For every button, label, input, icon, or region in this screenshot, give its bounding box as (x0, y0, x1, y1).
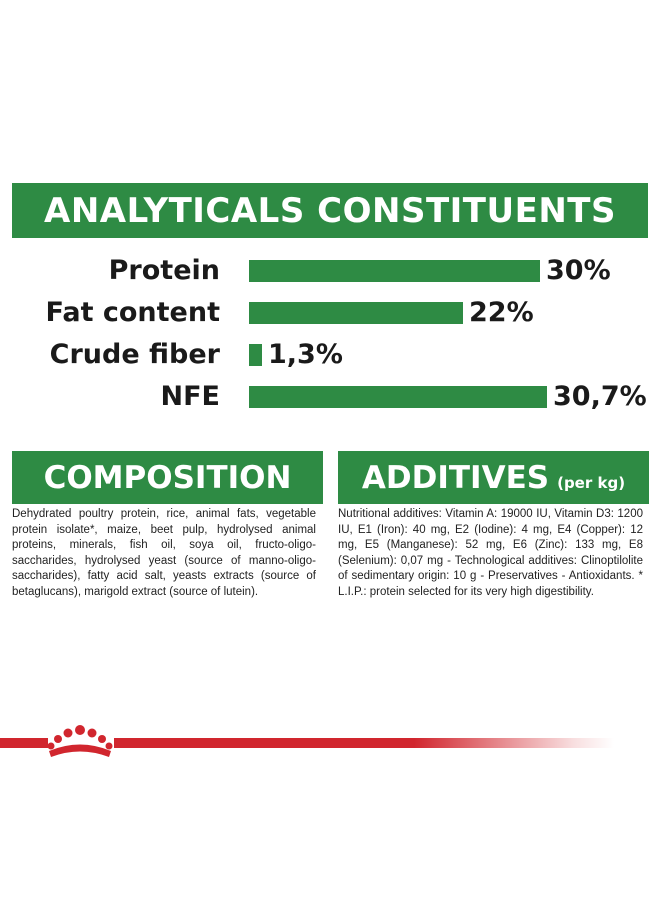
analytical-title: ANALYTICALS CONSTITUENTS (44, 190, 616, 231)
additives-title: ADDITIVES (361, 459, 550, 496)
composition-title-banner: COMPOSITION (12, 451, 323, 504)
value-label: 30,7% (553, 381, 647, 412)
value-label: 22% (469, 297, 534, 328)
analytical-bar-chart: Protein 30% Fat content 22% Crude fiber 1,3% N… (0, 250, 660, 420)
category-label: Crude fiber (49, 339, 220, 370)
additives-title-banner: ADDITIVES (per kg) (338, 451, 649, 504)
bar (249, 344, 262, 366)
category-label: Fat content (45, 297, 220, 328)
footer-red-line-left (0, 738, 48, 748)
category-label: NFE (160, 381, 220, 412)
composition-title: COMPOSITION (43, 459, 292, 496)
analytical-title-banner: ANALYTICALS CONSTITUENTS (12, 183, 648, 238)
value-label: 30% (546, 255, 611, 286)
additives-title-unit: (per kg) (557, 473, 626, 492)
crown-icon (47, 725, 113, 757)
additives-text: Nutritional additives: Vitamin A: 19000 … (338, 508, 643, 598)
bar (249, 302, 463, 324)
category-label: Protein (108, 255, 220, 286)
bar (249, 260, 540, 282)
footer-red-line-right (114, 738, 614, 748)
bar (249, 386, 547, 408)
value-label: 1,3% (268, 339, 343, 370)
composition-text: Dehydrated poultry protein, rice, animal… (12, 508, 316, 598)
